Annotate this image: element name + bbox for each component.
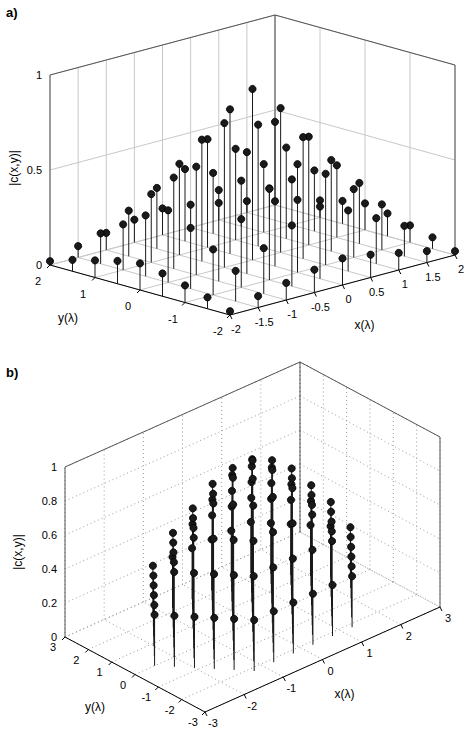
svg-text:0.4: 0.4 [42, 563, 57, 575]
svg-text:-1: -1 [168, 313, 178, 325]
svg-text:2: 2 [35, 275, 41, 287]
svg-text:0.5: 0.5 [27, 164, 42, 176]
svg-text:a): a) [6, 5, 18, 20]
svg-text:-3: -3 [188, 716, 198, 728]
svg-text:1: 1 [367, 647, 373, 659]
svg-text:2: 2 [458, 263, 464, 275]
svg-text:1: 1 [80, 288, 86, 300]
svg-text:0: 0 [327, 665, 333, 677]
svg-text:y(λ): y(λ) [85, 700, 105, 714]
svg-text:3: 3 [445, 612, 451, 624]
svg-text:0.2: 0.2 [42, 597, 57, 609]
svg-text:-1.5: -1.5 [255, 316, 274, 328]
svg-text:0.5: 0.5 [369, 286, 384, 298]
svg-text:x(λ): x(λ) [335, 687, 355, 701]
svg-text:1: 1 [51, 461, 57, 473]
svg-text:0: 0 [51, 631, 57, 643]
svg-text:0: 0 [345, 293, 351, 305]
svg-text:x(λ): x(λ) [355, 318, 375, 332]
svg-text:1.5: 1.5 [425, 271, 440, 283]
svg-text:-2: -2 [247, 700, 257, 712]
svg-text:-0.5: -0.5 [311, 301, 330, 313]
svg-text:-1: -1 [141, 691, 151, 703]
svg-text:0: 0 [125, 300, 131, 312]
svg-text:1: 1 [97, 666, 103, 678]
svg-text:0.8: 0.8 [42, 495, 57, 507]
svg-text:b): b) [6, 365, 18, 380]
svg-text:3: 3 [49, 641, 57, 653]
svg-text:-2: -2 [213, 325, 223, 337]
svg-text:y(λ): y(λ) [58, 311, 78, 325]
svg-text:-3: -3 [208, 717, 218, 729]
svg-text:-1: -1 [287, 308, 297, 320]
svg-text:|c(x,y)|: |c(x,y)| [11, 534, 25, 570]
svg-text:0: 0 [120, 679, 126, 691]
svg-text:0: 0 [36, 259, 42, 271]
svg-text:2: 2 [406, 630, 412, 642]
svg-text:|c(x,y)|: |c(x,y)| [7, 150, 21, 186]
svg-text:2: 2 [73, 654, 79, 666]
svg-text:1: 1 [36, 69, 42, 81]
svg-text:-2: -2 [231, 323, 241, 335]
svg-text:-2: -2 [165, 704, 175, 716]
svg-text:-1: -1 [286, 682, 296, 694]
svg-text:0.6: 0.6 [42, 529, 57, 541]
svg-text:1: 1 [402, 278, 408, 290]
